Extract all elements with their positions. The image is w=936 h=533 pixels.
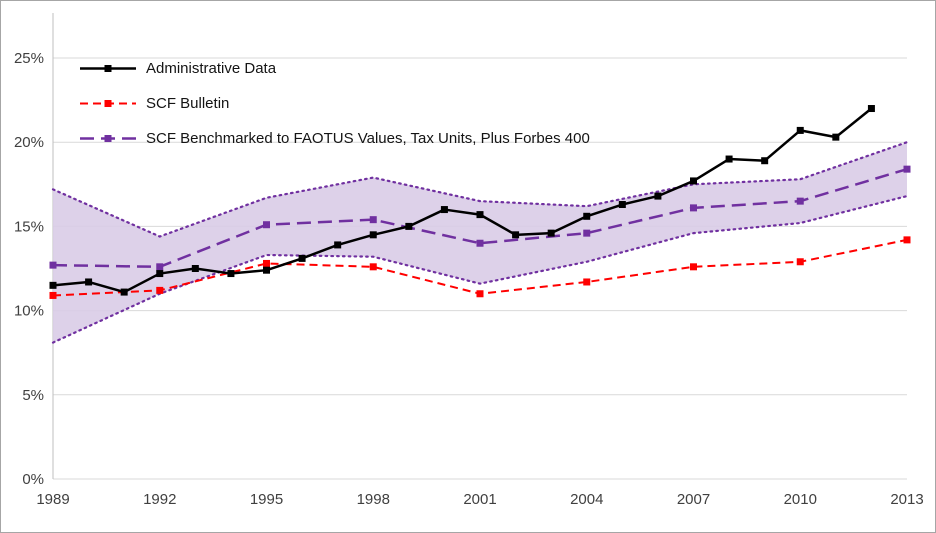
series-marker-scf-benchmarked-to-faotus-values-tax-uni: [690, 204, 697, 212]
series-marker-administrative-data: [405, 222, 413, 230]
series-marker-administrative-data: [512, 231, 520, 239]
series-marker-scf-bulletin: [796, 258, 804, 266]
series-marker-administrative-data: [369, 231, 377, 239]
x-tick-label: 2004: [570, 491, 603, 508]
legend-entry-scf-benchmarked: SCF Benchmarked to FAOTUS Values, Tax Un…: [79, 129, 590, 147]
series-marker-administrative-data: [867, 105, 875, 113]
series-marker-scf-benchmarked-to-faotus-values-tax-uni: [903, 165, 911, 173]
series-line-scf-benchmarked-to-faotus-values-tax-uni: [52, 167, 908, 269]
series-marker-scf-bulletin: [476, 290, 484, 298]
legend-sample-marker: [104, 64, 112, 72]
x-tick-label: 1989: [36, 491, 69, 508]
series-marker-scf-benchmarked-to-faotus-values-tax-uni: [583, 229, 591, 237]
series-marker-administrative-data: [654, 192, 662, 200]
y-tick-label: 25%: [14, 50, 44, 67]
confidence-band-lower-edge: [51, 194, 909, 344]
legend-line-sample-administrative: [80, 64, 136, 72]
legend-label-scf-benchmarked: SCF Benchmarked to FAOTUS Values, Tax Un…: [146, 129, 590, 147]
y-tick-label: 20%: [14, 134, 44, 151]
series-marker-scf-benchmarked-to-faotus-values-tax-uni: [369, 216, 377, 224]
x-tick-label: 1998: [357, 491, 390, 508]
legend-line-sample-scf-bulletin: [80, 99, 136, 107]
series-marker-administrative-data: [547, 229, 555, 237]
series-marker-administrative-data: [298, 254, 306, 262]
series-marker-administrative-data: [85, 278, 93, 286]
series-marker-administrative-data: [227, 270, 235, 278]
series-marker-scf-bulletin: [583, 278, 591, 286]
y-tick-label: 0%: [22, 471, 44, 488]
legend-label-scf-bulletin: SCF Bulletin: [146, 94, 230, 112]
series-marker-administrative-data: [120, 288, 128, 296]
chart-legend: Administrative Data SCF Bulletin SCF Ben…: [79, 59, 590, 147]
x-tick-label: 2007: [677, 491, 710, 508]
legend-label-administrative: Administrative Data: [146, 59, 277, 77]
series-marker-administrative-data: [191, 265, 199, 272]
series-marker-administrative-data: [618, 201, 626, 209]
series-marker-administrative-data: [761, 157, 769, 165]
series-marker-administrative-data: [832, 133, 840, 141]
series-marker-scf-benchmarked-to-faotus-values-tax-uni: [796, 197, 804, 205]
x-tick-label: 2001: [463, 491, 496, 508]
series-marker-administrative-data: [334, 241, 342, 249]
series-marker-scf-benchmarked-to-faotus-values-tax-uni: [156, 263, 164, 271]
legend-sample-marker: [104, 99, 112, 107]
series-line-administrative-data: [52, 107, 873, 294]
series-marker-administrative-data: [49, 281, 57, 289]
x-tick-label: 2010: [784, 491, 817, 508]
series-marker-administrative-data: [725, 155, 733, 163]
legend-line-sample-scf-benchmarked: [80, 134, 136, 142]
series-marker-scf-benchmarked-to-faotus-values-tax-uni: [263, 221, 270, 229]
series-marker-administrative-data: [796, 126, 804, 134]
series-marker-administrative-data: [583, 212, 591, 220]
series-marker-administrative-data: [690, 177, 697, 185]
x-tick-label: 1992: [143, 491, 176, 508]
y-tick-label: 15%: [14, 218, 44, 235]
series-marker-scf-benchmarked-to-faotus-values-tax-uni: [476, 239, 484, 247]
series-marker-scf-bulletin: [690, 263, 697, 271]
legend-sample-marker: [104, 134, 112, 142]
y-tick-label: 5%: [22, 387, 44, 404]
series-marker-scf-benchmarked-to-faotus-values-tax-uni: [49, 261, 57, 269]
x-tick-label: 2013: [890, 491, 923, 508]
series-marker-scf-bulletin: [369, 263, 377, 271]
series-marker-administrative-data: [440, 206, 448, 214]
series-marker-scf-bulletin: [263, 259, 270, 267]
legend-entry-scf-bulletin: SCF Bulletin: [79, 94, 590, 112]
confidence-band-upper-edge: [51, 141, 909, 238]
series-marker-administrative-data: [476, 211, 484, 219]
y-tick-label: 10%: [14, 303, 44, 320]
series-marker-scf-bulletin: [903, 236, 911, 244]
legend-entry-administrative-data: Administrative Data: [79, 59, 590, 77]
x-tick-label: 1995: [250, 491, 283, 508]
series-marker-scf-bulletin: [49, 291, 57, 299]
series-marker-administrative-data: [263, 266, 270, 274]
series-marker-scf-bulletin: [156, 286, 164, 294]
series-marker-administrative-data: [156, 270, 164, 278]
